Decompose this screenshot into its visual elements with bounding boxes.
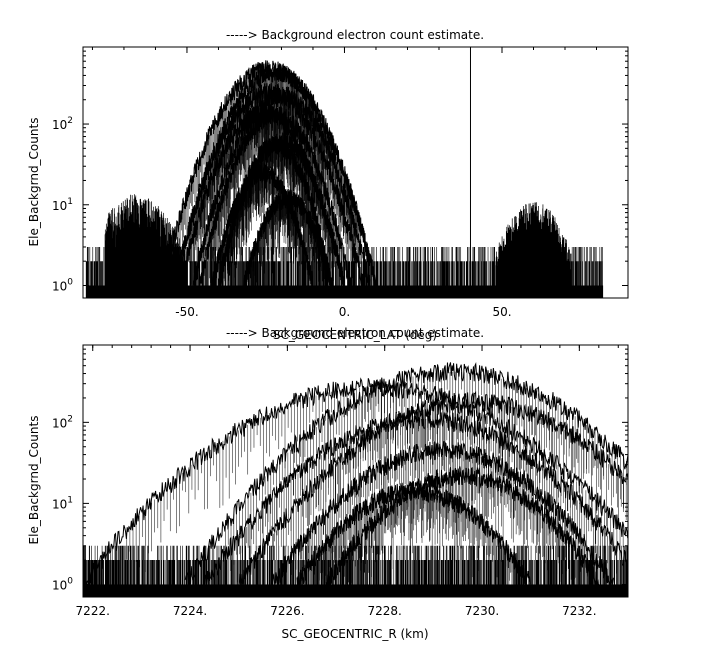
noise-floor <box>86 285 603 298</box>
x-tick-label: 0. <box>339 305 350 319</box>
x-tick-label: 7230. <box>465 604 499 618</box>
axes: -50. 0. 50. 100 101 102 <box>52 46 629 319</box>
axes-frame <box>82 46 629 299</box>
y-tick-label: 101 <box>52 197 73 213</box>
series-line-9 <box>243 188 333 287</box>
chart-title: -----> Background electron count estimat… <box>226 28 484 42</box>
x-tick-label: 50. <box>492 305 511 319</box>
y-tick-label: 100 <box>52 576 73 592</box>
y-tick-label: 101 <box>52 495 73 511</box>
series-line-4 <box>272 441 614 586</box>
axes-frame <box>82 344 629 598</box>
y-tick-label: 102 <box>52 414 73 430</box>
x-tick-label: 7228. <box>368 604 402 618</box>
plot-area <box>83 361 628 597</box>
x-tick-label: 7222. <box>76 604 110 618</box>
x-tick-label: 7224. <box>173 604 207 618</box>
y-axis-label: Ele_Backgrnd_Counts <box>27 118 41 247</box>
chart-panel-lat: -----> Background electron count estimat… <box>27 28 629 342</box>
y-axis-label: Ele_Backgrnd_Counts <box>27 416 41 545</box>
series-spikes-6 <box>314 491 514 585</box>
noise-floor <box>83 584 628 597</box>
y-tick-label: 102 <box>52 116 73 132</box>
chart-panel-r: -----> Background electron count estimat… <box>27 326 629 641</box>
x-tick-label: 7232. <box>562 604 596 618</box>
y-tick-label: 100 <box>52 277 73 293</box>
x-tick-label: 7226. <box>270 604 304 618</box>
series-line-0 <box>184 361 628 585</box>
chart-title: -----> Background electron count estimat… <box>226 326 484 340</box>
x-axis-label: SC_GEOCENTRIC_R (km) <box>282 627 429 641</box>
x-axis-label: SC_GEOCENTRIC_LAT (deg) <box>273 328 437 342</box>
axes: 7222. 7224. 7226. 7228. 7230. 7232. 100 101 102 <box>52 344 629 618</box>
x-tick-label: -50. <box>175 305 198 319</box>
series-spikes-9 <box>250 198 326 286</box>
spike-cluster-1 <box>495 202 572 298</box>
plot-area <box>85 47 604 298</box>
